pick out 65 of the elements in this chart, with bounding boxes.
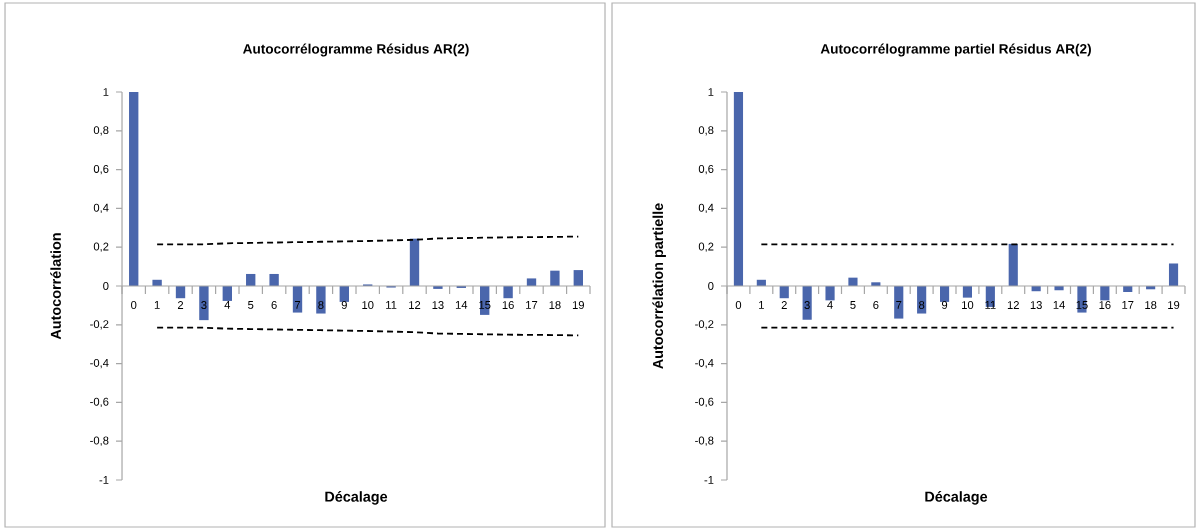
x-tick-label: 4: [827, 301, 833, 309]
x-tick-label: 19: [572, 301, 585, 309]
x-tick-label: 2: [781, 301, 787, 309]
y-tick-label: 0,8: [93, 126, 109, 136]
x-tick-label: 18: [549, 301, 561, 309]
y-axis-title: Autocorrélation partielle: [652, 203, 666, 369]
y-tick-label: -0,8: [90, 436, 109, 446]
y-tick-label: -1: [704, 476, 714, 484]
y-tick-label: 0,8: [698, 126, 714, 136]
y-tick-label: -0,6: [90, 397, 109, 408]
x-tick-label: 14: [455, 301, 468, 309]
x-tick-label: 9: [941, 301, 948, 309]
x-tick-label: 10: [962, 301, 974, 309]
x-tick-label: 0: [735, 301, 742, 309]
y-tick-label: 0,2: [93, 242, 109, 252]
y-tick-label: 0: [708, 282, 714, 290]
y-tick-label: 1: [708, 88, 714, 96]
y-tick-label: 0,4: [93, 203, 109, 214]
y-tick-label: 0,6: [93, 164, 109, 175]
x-tick-label: 11: [386, 301, 397, 309]
x-axis-title: Décalage: [925, 491, 988, 505]
x-tick-label: 12: [1007, 301, 1019, 309]
x-tick-label: 7: [896, 301, 902, 309]
x-tick-label: 6: [271, 301, 277, 309]
y-tick-label: 0,6: [698, 164, 714, 175]
x-tick-label: 12: [409, 301, 421, 309]
x-axis-title: Décalage: [325, 491, 388, 505]
chart-title: Autocorrélogramme partiel Résidus AR(2): [820, 43, 1091, 57]
x-tick-label: 5: [850, 301, 856, 309]
x-tick-label: 19: [1168, 301, 1180, 309]
x-tick-label: 7: [294, 301, 301, 309]
y-tick-label: -0,4: [90, 358, 109, 369]
y-tick-label: -1: [99, 476, 109, 484]
x-tick-label: 14: [1053, 301, 1065, 309]
x-tick-label: 18: [1145, 301, 1157, 309]
x-tick-label: 13: [432, 301, 444, 309]
x-tick-label: 5: [248, 301, 254, 309]
y-tick-label: -0,8: [695, 436, 714, 446]
y-tick-label: 0,4: [698, 203, 714, 214]
y-tick-label: -0,6: [695, 397, 714, 408]
y-tick-label: -0,4: [695, 358, 714, 369]
y-tick-label: 0: [103, 282, 109, 290]
x-tick-label: 4: [224, 301, 231, 309]
x-tick-label: 9: [341, 301, 347, 309]
x-tick-label: 1: [759, 301, 764, 309]
x-tick-label: 8: [318, 301, 324, 309]
x-tick-label: 0: [131, 301, 137, 309]
x-tick-label: 1: [154, 301, 160, 309]
x-tick-label: 10: [362, 301, 374, 309]
y-tick-label: 0,2: [698, 242, 714, 252]
chart-title: Autocorrélogramme Résidus AR(2): [243, 43, 469, 57]
x-tick-label: 8: [919, 301, 925, 309]
x-tick-label: 17: [526, 301, 538, 309]
x-tick-label: 13: [1030, 301, 1042, 309]
x-tick-label: 6: [873, 301, 879, 309]
x-tick-label: 2: [177, 301, 184, 309]
y-tick-label: -0,2: [90, 320, 109, 330]
x-tick-label: 16: [502, 301, 514, 309]
x-tick-label: 3: [804, 301, 810, 309]
y-axis-title: Autocorrélation: [50, 233, 61, 340]
x-tick-label: 16: [1099, 301, 1111, 309]
x-tick-label: 17: [1122, 301, 1134, 309]
x-tick-label: 3: [201, 301, 207, 309]
y-tick-label: 1: [103, 88, 109, 96]
y-tick-label: -0,2: [695, 320, 714, 330]
